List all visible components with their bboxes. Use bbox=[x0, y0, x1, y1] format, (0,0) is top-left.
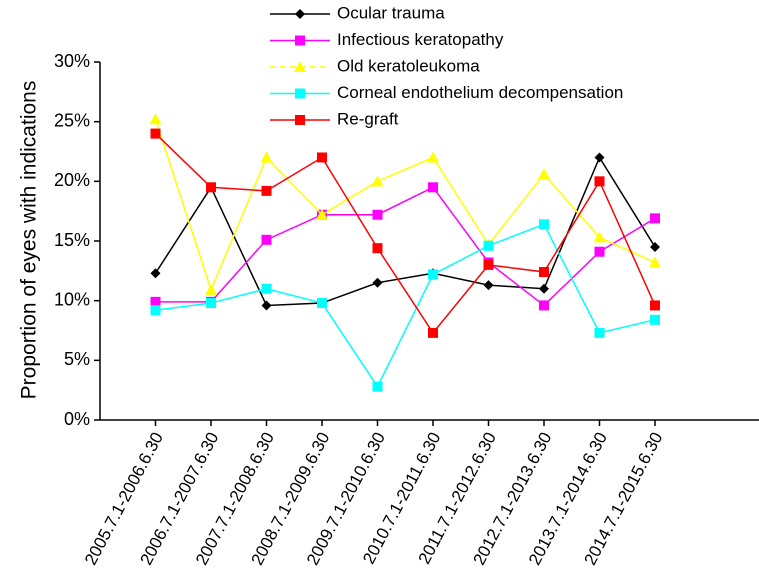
data-point bbox=[206, 182, 216, 193]
data-point bbox=[261, 185, 272, 196]
legend-label: Re-graft bbox=[337, 109, 399, 128]
y-tick-label: 20% bbox=[54, 170, 90, 190]
data-point bbox=[372, 277, 383, 288]
data-point bbox=[593, 231, 606, 243]
legend-label: Corneal endothelium decompensation bbox=[337, 83, 623, 102]
legend-marker bbox=[295, 9, 305, 19]
data-point bbox=[539, 267, 549, 278]
legend-label: Infectious keratopathy bbox=[337, 30, 504, 49]
y-tick-label: 0% bbox=[64, 409, 90, 429]
data-point bbox=[594, 327, 605, 338]
data-point bbox=[150, 305, 161, 316]
data-point bbox=[372, 243, 383, 254]
data-point bbox=[650, 314, 660, 325]
series-line bbox=[155, 223, 656, 389]
legend-marker bbox=[295, 35, 305, 46]
data-point bbox=[539, 283, 549, 294]
y-axis-label: Proportion of eyes with indications bbox=[18, 81, 41, 400]
y-tick-label: 10% bbox=[54, 289, 90, 309]
data-point bbox=[650, 300, 660, 311]
data-point bbox=[261, 300, 272, 311]
series-line bbox=[154, 155, 656, 307]
data-point bbox=[483, 280, 494, 291]
data-point bbox=[427, 151, 439, 163]
data-point bbox=[428, 327, 438, 338]
data-point bbox=[650, 241, 660, 252]
data-point bbox=[261, 234, 272, 245]
data-point bbox=[150, 296, 161, 307]
legend-marker bbox=[294, 61, 306, 72]
legend-marker bbox=[295, 115, 305, 125]
y-tick-label: 25% bbox=[54, 110, 90, 130]
data-point bbox=[372, 381, 383, 392]
data-point bbox=[539, 300, 549, 311]
data-point bbox=[260, 151, 273, 163]
data-point bbox=[205, 283, 217, 295]
data-point bbox=[317, 298, 327, 309]
data-point bbox=[261, 283, 272, 294]
data-point bbox=[594, 152, 605, 163]
data-point bbox=[650, 213, 660, 224]
data-point bbox=[428, 182, 438, 193]
data-point bbox=[149, 113, 162, 125]
legend-label: Old keratoleukoma bbox=[337, 56, 480, 75]
data-point bbox=[150, 128, 161, 139]
data-point bbox=[594, 246, 605, 257]
data-point bbox=[371, 175, 384, 187]
data-point bbox=[649, 256, 661, 268]
legend-marker bbox=[295, 88, 305, 99]
series-line bbox=[154, 133, 656, 335]
y-tick-label: 5% bbox=[64, 349, 90, 369]
y-tick-label: 15% bbox=[54, 230, 90, 250]
data-point bbox=[150, 268, 161, 279]
data-point bbox=[372, 209, 383, 220]
data-point bbox=[206, 298, 216, 309]
data-point bbox=[317, 152, 327, 163]
y-tick-label: 30% bbox=[54, 51, 90, 71]
series-line bbox=[154, 119, 656, 293]
data-point bbox=[594, 176, 605, 187]
data-point bbox=[316, 208, 328, 220]
data-point bbox=[428, 269, 438, 280]
data-point bbox=[538, 168, 550, 180]
legend-label: Ocular trauma bbox=[337, 3, 445, 22]
data-point bbox=[483, 259, 494, 270]
data-point bbox=[483, 240, 494, 251]
data-point bbox=[539, 219, 549, 230]
